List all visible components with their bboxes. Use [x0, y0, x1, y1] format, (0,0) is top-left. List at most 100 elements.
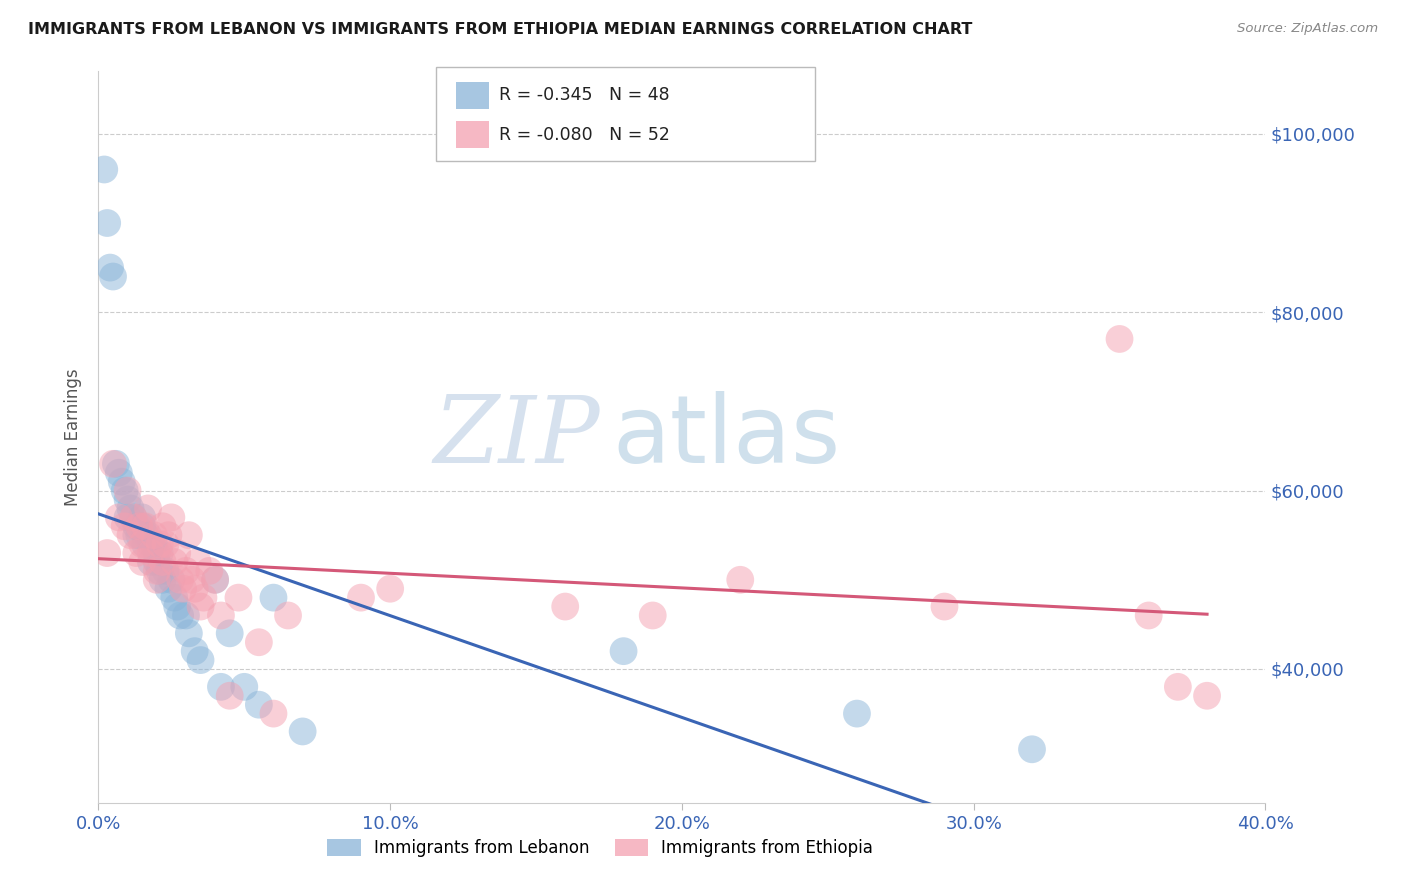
- Point: [122, 510, 145, 524]
- Point: [155, 537, 177, 551]
- Point: [128, 528, 150, 542]
- Point: [157, 528, 180, 542]
- Point: [146, 555, 169, 569]
- Point: [139, 546, 162, 560]
- Point: [187, 555, 209, 569]
- Text: Source: ZipAtlas.com: Source: ZipAtlas.com: [1237, 22, 1378, 36]
- Point: [1137, 608, 1160, 623]
- Point: [98, 260, 121, 275]
- Point: [117, 492, 139, 507]
- Point: [146, 564, 169, 578]
- Point: [157, 582, 180, 596]
- Point: [146, 573, 169, 587]
- Point: [1195, 689, 1218, 703]
- Point: [152, 519, 174, 533]
- Point: [233, 680, 256, 694]
- Point: [104, 457, 127, 471]
- Point: [149, 546, 172, 560]
- Point: [180, 573, 202, 587]
- Point: [169, 573, 191, 587]
- Point: [155, 564, 177, 578]
- Point: [131, 555, 153, 569]
- Point: [1167, 680, 1189, 694]
- Point: [142, 528, 165, 542]
- Point: [163, 555, 186, 569]
- Point: [120, 528, 142, 542]
- Point: [262, 706, 284, 721]
- Point: [117, 510, 139, 524]
- Point: [190, 653, 212, 667]
- Point: [174, 608, 197, 623]
- Text: atlas: atlas: [612, 391, 841, 483]
- Point: [134, 537, 156, 551]
- Point: [198, 564, 221, 578]
- Point: [190, 599, 212, 614]
- Point: [117, 483, 139, 498]
- Point: [125, 528, 148, 542]
- Point: [166, 599, 188, 614]
- Text: R = -0.080   N = 52: R = -0.080 N = 52: [499, 126, 671, 144]
- Point: [277, 608, 299, 623]
- Point: [247, 698, 270, 712]
- Point: [177, 528, 200, 542]
- Point: [122, 510, 145, 524]
- Point: [136, 501, 159, 516]
- Text: IMMIGRANTS FROM LEBANON VS IMMIGRANTS FROM ETHIOPIA MEDIAN EARNINGS CORRELATION : IMMIGRANTS FROM LEBANON VS IMMIGRANTS FR…: [28, 22, 973, 37]
- Point: [612, 644, 634, 658]
- Point: [554, 599, 576, 614]
- Point: [163, 591, 186, 605]
- Point: [139, 555, 162, 569]
- Point: [108, 510, 131, 524]
- Point: [142, 537, 165, 551]
- Point: [146, 546, 169, 560]
- Point: [96, 546, 118, 560]
- Point: [125, 519, 148, 533]
- Point: [218, 689, 240, 703]
- Point: [139, 537, 162, 551]
- Point: [136, 528, 159, 542]
- Point: [1108, 332, 1130, 346]
- Point: [160, 573, 183, 587]
- Point: [111, 475, 134, 489]
- Point: [204, 573, 226, 587]
- Point: [152, 555, 174, 569]
- Point: [120, 501, 142, 516]
- Point: [218, 626, 240, 640]
- Point: [149, 537, 172, 551]
- Point: [149, 564, 172, 578]
- Point: [183, 644, 205, 658]
- Point: [209, 680, 232, 694]
- Point: [291, 724, 314, 739]
- Point: [934, 599, 956, 614]
- Point: [641, 608, 664, 623]
- Point: [183, 582, 205, 596]
- Point: [166, 546, 188, 560]
- Text: ZIP: ZIP: [433, 392, 600, 482]
- Point: [131, 510, 153, 524]
- Point: [228, 591, 250, 605]
- Point: [101, 269, 124, 284]
- Point: [730, 573, 752, 587]
- Point: [380, 582, 402, 596]
- Point: [108, 466, 131, 480]
- Point: [134, 519, 156, 533]
- Point: [128, 519, 150, 533]
- Point: [174, 564, 197, 578]
- Point: [101, 457, 124, 471]
- Point: [262, 591, 284, 605]
- Point: [172, 582, 194, 596]
- Point: [247, 635, 270, 649]
- Point: [846, 706, 869, 721]
- Point: [131, 519, 153, 533]
- Point: [96, 216, 118, 230]
- Point: [125, 546, 148, 560]
- Point: [177, 626, 200, 640]
- Point: [1021, 742, 1043, 756]
- Point: [193, 591, 215, 605]
- Point: [114, 519, 136, 533]
- Point: [160, 510, 183, 524]
- Point: [134, 528, 156, 542]
- Legend: Immigrants from Lebanon, Immigrants from Ethiopia: Immigrants from Lebanon, Immigrants from…: [321, 832, 880, 864]
- Point: [209, 608, 232, 623]
- Text: R = -0.345   N = 48: R = -0.345 N = 48: [499, 87, 669, 104]
